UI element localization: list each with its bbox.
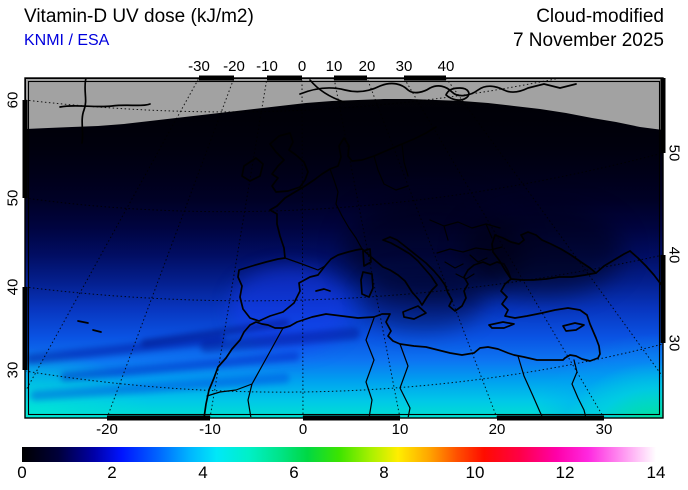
cloud-streak (60, 351, 300, 382)
colorbar-tick: 8 (379, 463, 389, 482)
colorbar-tick: 2 (107, 463, 117, 482)
top-axis-tick: 40 (437, 58, 455, 75)
left-axis-tick: 40 (4, 278, 22, 296)
cloud-patch-anatolia (463, 206, 623, 296)
cloud-streak (29, 372, 291, 402)
top-axis-tick: 30 (395, 58, 413, 75)
cloud-streak (199, 327, 361, 353)
bottom-axis-tick: 30 (595, 421, 613, 438)
date-label: 7 November 2025 (512, 30, 664, 51)
mode-label: Cloud-modified (536, 6, 664, 27)
cloud-patch-italy (343, 196, 523, 304)
top-axis-tick: 10 (325, 58, 343, 75)
cloud-patch-ionian (363, 270, 483, 332)
bright-patch-iberia (230, 266, 350, 352)
right-axis-tick: 30 (665, 334, 683, 352)
cloud-streak (25, 333, 225, 365)
right-axis-tick: 50 (665, 144, 683, 162)
colorbar-tick: 14 (646, 463, 666, 482)
bottom-axis-tick: 0 (298, 421, 308, 438)
colorbar-tick: 6 (289, 463, 299, 482)
right-axis-tick: 40 (665, 246, 683, 264)
left-axis-tick: 30 (4, 361, 22, 379)
bottom-axis-tick: 10 (391, 421, 409, 438)
top-axis-tick: -20 (223, 58, 245, 75)
colorbar-tick: 12 (555, 463, 575, 482)
bottom-axis-tick: -10 (199, 421, 221, 438)
left-axis-tick: 60 (4, 91, 22, 109)
colorbar (22, 447, 656, 462)
source-label: KNMI / ESA (24, 32, 110, 49)
colorbar-tick: 0 (17, 463, 27, 482)
bottom-axis-tick: 20 (488, 421, 506, 438)
colorbar-tick: 4 (198, 463, 208, 482)
page-title: Vitamin-D UV dose (kJ/m2) (24, 6, 254, 27)
left-axis-tick: 50 (4, 189, 22, 207)
top-axis-tick: -10 (256, 58, 278, 75)
cloud-streak (140, 318, 290, 348)
top-axis-tick: 0 (297, 58, 307, 75)
bottom-axis-tick: -20 (96, 421, 118, 438)
colorbar-tick: 10 (465, 463, 485, 482)
uv-dose-field (25, 78, 663, 418)
top-axis-tick: -30 (188, 58, 210, 75)
top-axis-tick: 20 (358, 58, 376, 75)
